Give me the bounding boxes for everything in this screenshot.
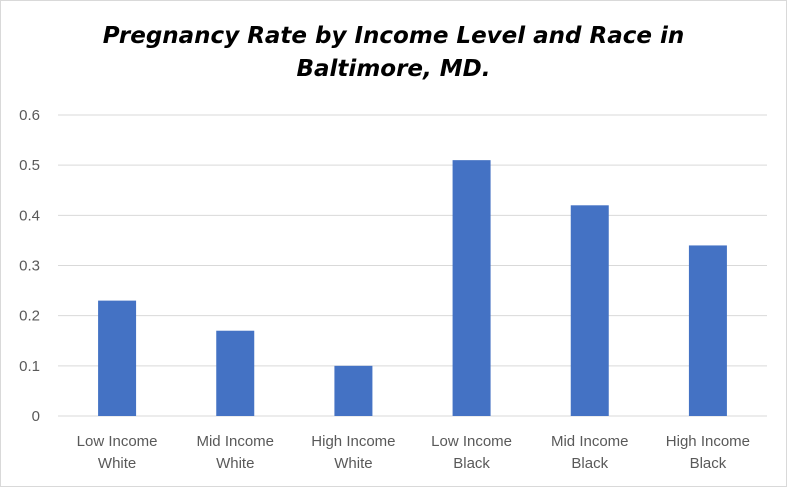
x-category-label-0: Low Income White: [77, 433, 158, 472]
x-category-label-3-line-0: Low Income: [431, 433, 512, 450]
x-category-label-1-line-1: White: [216, 455, 254, 472]
bar-1: [216, 330, 255, 416]
x-category-label-5: High Income Black: [666, 433, 750, 472]
bar-0: [98, 300, 137, 416]
x-category-label-3-line-1: Black: [453, 455, 490, 472]
bar-4: [570, 205, 609, 416]
chart-title: Pregnancy Rate by Income Level and Race …: [0, 20, 787, 86]
x-category-label-1: Mid Income White: [196, 433, 274, 472]
x-category-label-1-line-0: Mid Income: [196, 433, 274, 450]
x-category-label-4-line-0: Mid Income: [551, 433, 629, 450]
x-category-label-2: High Income White: [311, 433, 395, 472]
x-category-label-0-line-0: Low Income: [77, 433, 158, 450]
x-category-label-4-line-1: Black: [571, 455, 608, 472]
y-tick-label-1: 0.1: [19, 358, 40, 375]
bar-2: [334, 365, 373, 416]
x-category-label-5-line-0: High Income: [666, 433, 750, 450]
y-tick-label-4: 0.4: [19, 207, 40, 224]
y-tick-label-3: 0.3: [19, 258, 40, 275]
y-tick-label-2: 0.2: [19, 308, 40, 325]
x-category-label-3: Low Income Black: [431, 433, 512, 472]
y-tick-label-0: 0: [32, 408, 40, 425]
bar-3: [452, 160, 491, 416]
x-category-label-2-line-1: White: [334, 455, 372, 472]
x-category-label-4: Mid Income Black: [551, 433, 629, 472]
y-tick-label-6: 0.6: [19, 107, 40, 124]
x-category-label-5-line-1: Black: [690, 455, 727, 472]
chart-title-line-2: Baltimore, MD.: [296, 56, 491, 82]
x-category-label-0-line-1: White: [98, 455, 136, 472]
chart-title-line-1: Pregnancy Rate by Income Level and Race …: [102, 23, 685, 49]
bar-5: [688, 245, 727, 416]
x-category-label-2-line-0: High Income: [311, 433, 395, 450]
y-tick-label-5: 0.5: [19, 157, 40, 174]
